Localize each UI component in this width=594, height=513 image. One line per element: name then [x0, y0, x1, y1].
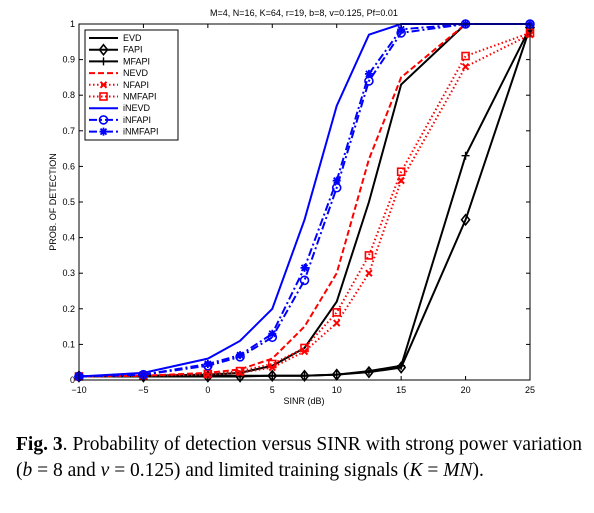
caption-mn-symbol: MN — [443, 460, 473, 481]
x-tick-label: 10 — [332, 385, 342, 395]
x-tick-label: 20 — [461, 385, 471, 395]
caption-text-5: ). — [472, 460, 484, 481]
data-point-fapi — [267, 369, 278, 383]
series-line-nmfapi — [78, 31, 531, 378]
data-point-mfapi — [364, 367, 373, 376]
caption-k-symbol: K — [409, 460, 423, 481]
legend-label-nmfapi: NMFAPI — [123, 92, 157, 102]
data-point-inmfapi — [236, 351, 245, 360]
data-point-inmfapi — [364, 69, 373, 78]
data-point-inmfapi — [300, 263, 309, 272]
y-tick-label: 0.7 — [62, 126, 75, 136]
data-point-nfapi — [397, 176, 405, 185]
legend-marker-inmfapi — [99, 127, 108, 136]
data-point-inmfapi — [139, 370, 148, 379]
data-point-mfapi — [300, 371, 309, 380]
y-tick-label: 0.5 — [62, 197, 75, 207]
caption-text-1: . Probability of detection versus SINR w… — [16, 434, 582, 481]
x-tick-label: 25 — [525, 385, 535, 395]
caption-text-2: = 8 and — [32, 460, 101, 481]
data-point-nmfapi — [461, 51, 470, 61]
y-tick-label: 0 — [70, 375, 75, 385]
data-point-nmfapi — [364, 251, 374, 260]
legend-label-evd: EVD — [123, 33, 142, 43]
data-point-nmfapi — [332, 308, 342, 317]
legend-label-mfapi: MFAPI — [123, 56, 150, 66]
y-tick-label: 0.2 — [62, 304, 75, 314]
y-tick-label: 1 — [70, 19, 75, 29]
axis-ticks: −10 −5 0 5 10 15 20 25 0 0.1 0.2 0.3 0.4 0.5 0.6 0.7 0.8… — [62, 19, 535, 395]
chart-title: M=4, N=16, K=64, r=19, b=8, v=0.125, Pf=… — [210, 8, 398, 18]
data-point-inmfapi — [203, 359, 212, 368]
data-point-nmfapi — [300, 343, 309, 353]
caption-v-symbol: v — [100, 460, 110, 481]
legend-label-nfapi: NFAPI — [123, 80, 149, 90]
y-tick-label: 0.1 — [62, 339, 75, 349]
figure-caption: Fig. 3. Probability of detection versus … — [16, 432, 582, 484]
x-tick-label: −5 — [138, 385, 148, 395]
chart-figure: −10 −5 0 5 10 15 20 25 0 0.1 0.2 0.3 0.4 0.5 0.6 0.7 0.8… — [48, 8, 536, 406]
caption-b-symbol: b — [22, 460, 33, 481]
y-tick-label: 0.9 — [62, 55, 75, 65]
legend-label-inevd: iNEVD — [123, 103, 151, 113]
y-tick-label: 0.6 — [62, 161, 75, 171]
data-point-nfapi — [333, 319, 341, 327]
legend-marker-infapi — [98, 115, 109, 125]
x-tick-label: −10 — [71, 385, 86, 395]
x-axis-label: SINR (dB) — [283, 396, 324, 406]
legend-label-fapi: FAPI — [123, 45, 143, 55]
legend-label-nevd: NEVD — [123, 68, 149, 78]
plot-markers — [73, 19, 536, 383]
legend-marker-fapi — [98, 43, 109, 56]
data-point-mfapi — [397, 361, 406, 370]
caption-text-4: = — [422, 460, 444, 481]
data-point-fapi — [460, 213, 471, 227]
x-tick-label: 0 — [205, 385, 210, 395]
series-line-infapi — [78, 23, 530, 378]
legend-marker-nfapi — [99, 81, 108, 89]
data-point-mfapi — [461, 151, 470, 160]
legend-marker-mfapi — [99, 57, 108, 66]
legend-marker-nmfapi — [99, 92, 108, 101]
data-point-nmfapi — [396, 167, 406, 177]
data-point-inmfapi — [332, 176, 341, 185]
data-point-nmfapi — [235, 366, 245, 376]
data-point-inmfapi — [397, 25, 406, 34]
data-point-infapi — [299, 275, 310, 286]
data-point-inmfapi — [268, 329, 277, 338]
data-point-fapi — [202, 370, 213, 383]
data-point-fapi — [299, 369, 310, 383]
y-tick-label: 0.8 — [62, 90, 75, 100]
y-tick-label: 0.3 — [62, 268, 75, 278]
y-axis-label: PROB. OF DETECTION — [48, 153, 58, 251]
caption-text-3: = 0.125) and limited training signals ( — [109, 460, 410, 481]
data-point-nfapi — [461, 63, 470, 71]
x-tick-label: 15 — [396, 385, 406, 395]
legend-label-infapi: iNFAPI — [123, 115, 151, 125]
legend-label-inmfapi: iNMFAPI — [123, 127, 159, 137]
caption-label: Fig. 3 — [16, 434, 63, 455]
x-tick-label: 5 — [270, 385, 275, 395]
data-point-nfapi — [365, 269, 373, 277]
data-point-nmfapi — [267, 359, 277, 369]
y-tick-label: 0.4 — [62, 233, 75, 243]
